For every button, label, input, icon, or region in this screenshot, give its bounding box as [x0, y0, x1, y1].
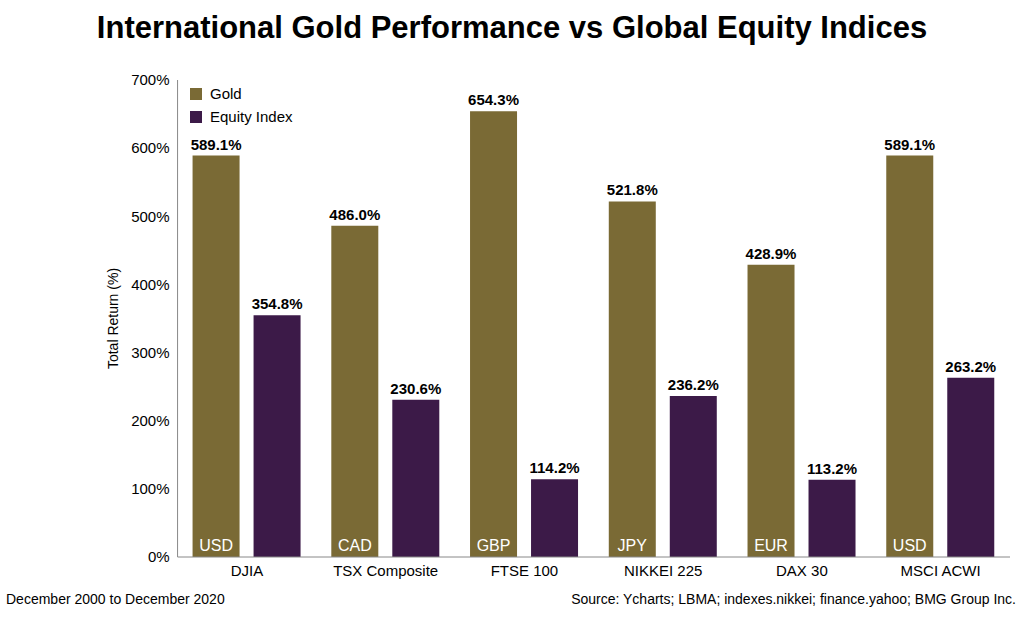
svg-text:DJIA: DJIA — [231, 562, 264, 579]
html-text:Gold: Gold — [210, 85, 242, 102]
svg-text:JPY: JPY — [618, 537, 648, 554]
svg-text:263.2%: 263.2% — [945, 358, 996, 375]
svg-text:236.2%: 236.2% — [668, 376, 719, 393]
svg-text:589.1%: 589.1% — [884, 136, 935, 153]
svg-text:700%: 700% — [131, 71, 169, 88]
html-text:December 2000 to December 2020: December 2000 to December 2020 — [6, 591, 225, 607]
svg-text:USD: USD — [893, 537, 927, 554]
svg-text:521.8%: 521.8% — [607, 181, 658, 198]
svg-text:600%: 600% — [131, 139, 169, 156]
svg-text:589.1%: 589.1% — [191, 136, 242, 153]
svg-text:114.2%: 114.2% — [530, 459, 580, 476]
svg-text:100%: 100% — [131, 480, 169, 497]
html-text:Source: Ycharts; LBMA; indexes: Source: Ycharts; LBMA; indexes.nikkei; f… — [571, 591, 1016, 607]
svg-text:500%: 500% — [131, 208, 169, 225]
svg-text:NIKKEI 225: NIKKEI 225 — [624, 562, 702, 579]
svg-text:GBP: GBP — [477, 537, 511, 554]
svg-text:200%: 200% — [131, 412, 169, 429]
svg-text:654.3%: 654.3% — [468, 91, 519, 108]
svg-text:300%: 300% — [131, 344, 169, 361]
html-text:Equity Index: Equity Index — [210, 108, 293, 125]
svg-text:FTSE 100: FTSE 100 — [491, 562, 559, 579]
svg-text:428.9%: 428.9% — [746, 245, 797, 262]
svg-text:EUR: EUR — [754, 537, 788, 554]
svg-text:DAX 30: DAX 30 — [776, 562, 828, 579]
svg-text:0%: 0% — [148, 548, 170, 565]
svg-text:230.6%: 230.6% — [390, 380, 441, 397]
svg-text:Total Return (%): Total Return (%) — [105, 268, 121, 369]
svg-text:486.0%: 486.0% — [329, 206, 380, 223]
svg-text:354.8%: 354.8% — [252, 295, 303, 312]
svg-text:113.2%: 113.2% — [807, 460, 857, 477]
html-text:International Gold Performance: International Gold Performance vs Global… — [96, 10, 928, 45]
svg-text:TSX Composite: TSX Composite — [333, 562, 438, 579]
svg-text:CAD: CAD — [338, 537, 372, 554]
svg-text:USD: USD — [199, 537, 233, 554]
svg-text:400%: 400% — [131, 276, 169, 293]
svg-text:MSCI ACWI: MSCI ACWI — [901, 562, 981, 579]
